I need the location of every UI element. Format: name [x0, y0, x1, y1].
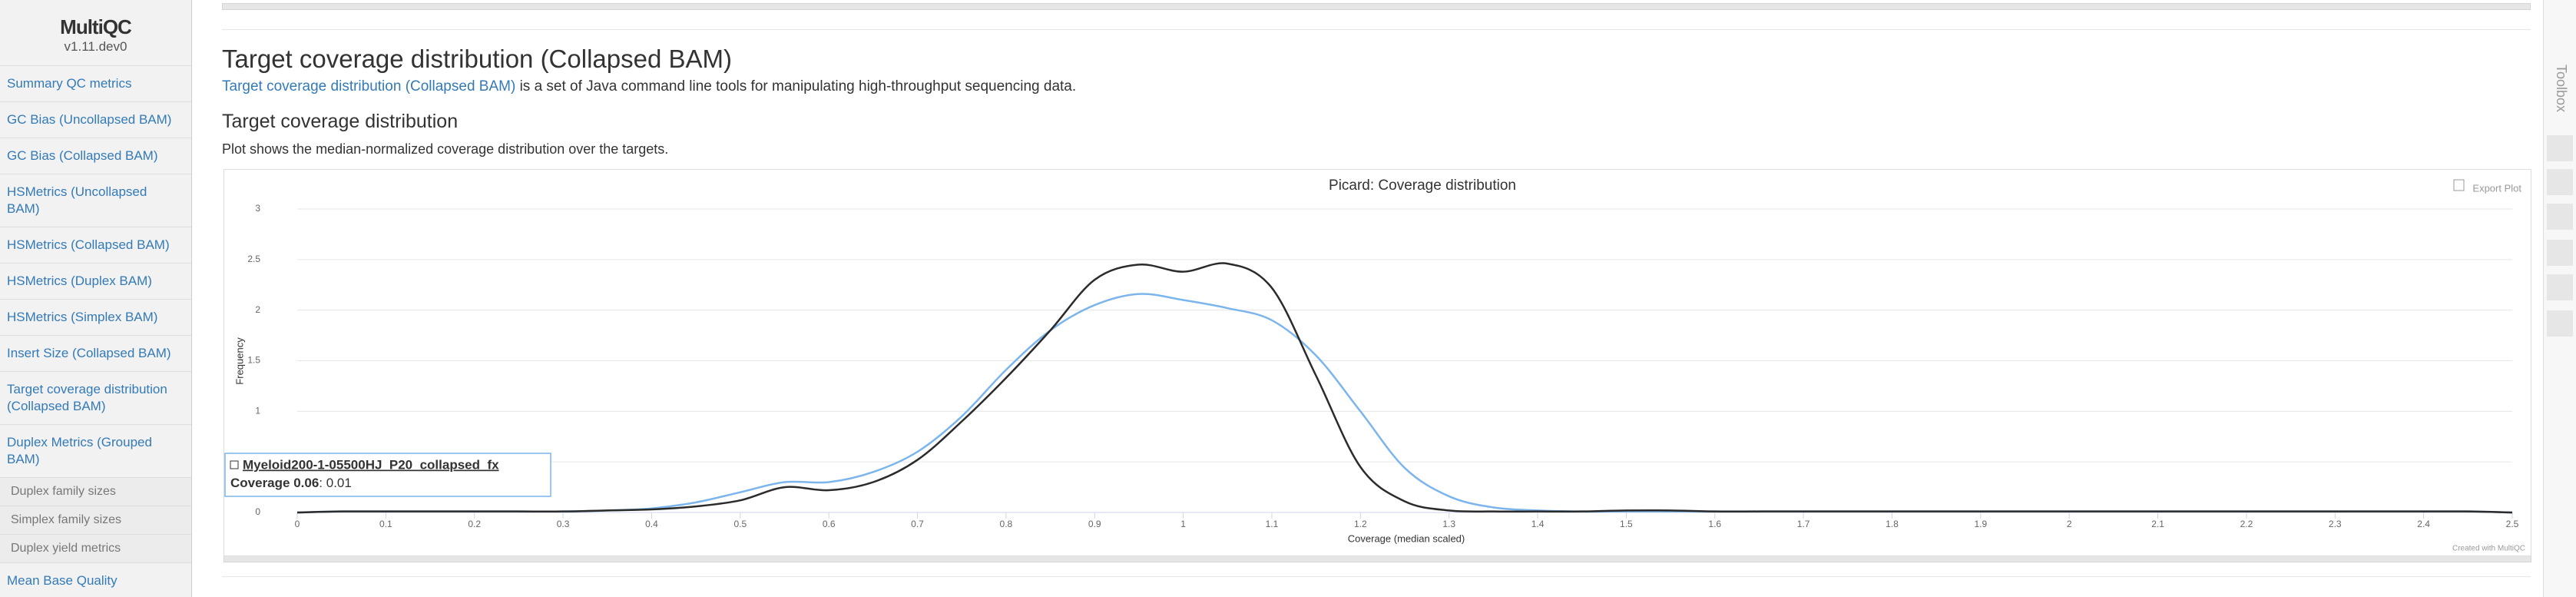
tooltip: Myeloid200-1-05500HJ_P20_collapsed_fx Co… [224, 453, 551, 497]
nav-item[interactable]: Mean Base Quality [0, 563, 191, 597]
tooltip-title: Myeloid200-1-05500HJ_P20_collapsed_fx [243, 457, 499, 472]
y-tick-label: 3 [255, 203, 260, 214]
nav-item[interactable]: Target coverage distribution (Collapsed … [0, 372, 191, 425]
export-icon[interactable] [2453, 179, 2465, 191]
section-title: Target coverage distribution (Collapsed … [222, 45, 732, 73]
toolbox-button[interactable] [2547, 135, 2573, 161]
x-tick-label: 0.8 [1000, 519, 1013, 529]
toolbox-button[interactable] [2547, 310, 2573, 337]
nav-item[interactable]: Insert Size (Collapsed BAM) [0, 336, 191, 372]
credit: Created with MultiQC [2452, 545, 2525, 553]
toolbox-button[interactable] [2547, 274, 2573, 300]
x-axis-label: Coverage (median scaled) [1348, 532, 1465, 544]
x-tick-label: 1 [1180, 519, 1186, 529]
toolbox-button[interactable] [2547, 204, 2573, 230]
line-series [296, 262, 2513, 514]
chart-title: Picard: Coverage distribution [1329, 177, 1516, 194]
tooltip-icon [230, 460, 239, 469]
x-tick-label: 2 [2067, 519, 2072, 529]
x-tick-label: 0.1 [379, 519, 392, 529]
resize-handle[interactable] [222, 3, 2531, 10]
x-tick-label: 1.4 [1531, 519, 1545, 529]
nav-item[interactable]: Duplex family sizes [0, 478, 191, 506]
version: v1.11.dev0 [64, 39, 127, 54]
y-tick-label: 1.5 [247, 355, 260, 366]
y-tick-label: 2.5 [247, 254, 260, 264]
divider [222, 576, 2531, 577]
chart-frame [223, 169, 2531, 556]
nav-item[interactable]: HSMetrics (Simplex BAM) [0, 300, 191, 336]
x-tick-label: 2.2 [2240, 519, 2253, 529]
nav-item[interactable]: HSMetrics (Uncollapsed BAM) [0, 174, 191, 227]
x-tick-label: 0.5 [733, 519, 747, 529]
x-tick-label: 0.3 [557, 519, 570, 529]
x-tick-label: 1.5 [1620, 519, 1633, 529]
x-tick-label: 2.1 [2151, 519, 2164, 529]
x-tick-label: 1.3 [1442, 519, 1455, 529]
nav-item[interactable]: Simplex family sizes [0, 506, 191, 535]
y-tick-label: 1 [255, 406, 260, 416]
nav-item[interactable]: Duplex Metrics (Grouped BAM) [0, 425, 191, 478]
resize-handle[interactable] [223, 556, 2531, 562]
nav-item[interactable]: Summary QC metrics [0, 66, 191, 102]
description-text: is a set of Java command line tools for … [519, 78, 1077, 95]
x-tick-label: 1.7 [1797, 519, 1810, 529]
x-tick-label: 1.1 [1266, 519, 1279, 529]
chart: Picard: Coverage distribution Export Plo… [223, 169, 2531, 556]
x-tick-label: 1.8 [1886, 519, 1899, 529]
description: Target coverage distribution (Collapsed … [222, 78, 1076, 95]
tooltip-label: Coverage 0.06 [230, 476, 319, 490]
tooltip-value: 0.01 [326, 476, 352, 490]
nav-item[interactable]: HSMetrics (Collapsed BAM) [0, 227, 191, 264]
x-tick-label: 0.9 [1088, 519, 1101, 529]
x-tick-label: 0 [295, 519, 300, 529]
nav-item[interactable]: HSMetrics (Duplex BAM) [0, 264, 191, 300]
x-tick-label: 0.2 [468, 519, 481, 529]
x-tick-label: 2.3 [2329, 519, 2342, 529]
sidebar: MultiQC v1.11.dev0 Summary QC metrics GC … [0, 0, 192, 597]
divider [222, 29, 2531, 30]
y-axis-label: Frequency [233, 337, 245, 385]
description-link[interactable]: Target coverage distribution (Collapsed … [222, 78, 516, 95]
nav-list: Summary QC metrics GC Bias (Uncollapsed B… [0, 66, 191, 597]
logo-text[interactable]: MultiQC [60, 15, 132, 38]
x-tick-label: 0.6 [823, 519, 836, 529]
x-tick-label: 1.2 [1354, 519, 1367, 529]
toolbox-title[interactable]: Toolbox [2554, 65, 2569, 113]
nav-item[interactable]: GC Bias (Uncollapsed BAM) [0, 102, 191, 138]
toolbox-button[interactable] [2547, 169, 2573, 195]
x-tick-label: 0.7 [911, 519, 924, 529]
x-tick-label: 2.5 [2506, 519, 2519, 529]
subtitle: Target coverage distribution [222, 111, 459, 132]
nav-item[interactable]: Duplex yield metrics [0, 535, 191, 563]
x-tick-label: 0.4 [645, 519, 658, 529]
y-tick-label: 0 [255, 506, 260, 517]
nav-item[interactable]: GC Bias (Collapsed BAM) [0, 138, 191, 174]
export-button[interactable]: Export Plot [2472, 182, 2521, 194]
toolbox: Toolbox [2543, 0, 2576, 597]
y-tick-label: 2 [255, 304, 260, 315]
tooltip-box [224, 453, 551, 497]
plot-text: Plot shows the median-normalized coverag… [222, 141, 669, 157]
tooltip-body: Coverage 0.06: 0.01 [230, 476, 352, 490]
toolbox-button[interactable] [2547, 240, 2573, 266]
tooltip-sep: : [319, 476, 326, 490]
logo[interactable]: MultiQC v1.11.dev0 [0, 0, 191, 66]
x-tick-label: 2.4 [2417, 519, 2430, 529]
x-tick-label: 1.6 [1708, 519, 1721, 529]
x-tick-label: 1.9 [1974, 519, 1987, 529]
